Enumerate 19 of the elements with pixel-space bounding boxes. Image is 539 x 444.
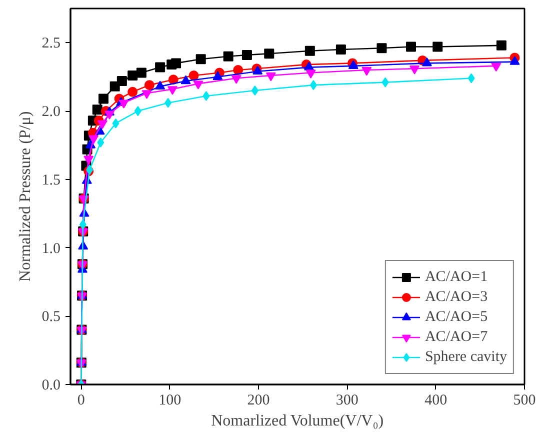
y-tick-label: 2.5 — [42, 36, 60, 52]
y-axis-title: Normalized Pressure (P/μ) — [16, 111, 34, 282]
y-tick-label: 0.0 — [42, 378, 60, 394]
legend-label: AC/AO=5 — [424, 308, 488, 326]
y-tick-label: 1.5 — [42, 172, 60, 188]
legend-label: AC/AO=7 — [424, 328, 488, 346]
x-tick-label: 200 — [247, 392, 270, 408]
x-tick-label: 400 — [424, 392, 448, 408]
x-tick-label: 100 — [158, 392, 182, 408]
legend-label: Sphere cavity — [424, 348, 507, 366]
x-tick-label: 500 — [513, 392, 536, 408]
x-tick-label: 300 — [336, 392, 358, 408]
x-tick-label: 0 — [77, 392, 85, 408]
y-tick-label: 2.0 — [42, 104, 60, 120]
y-tick-label: 0.5 — [42, 309, 60, 326]
y-tick-label: 1.0 — [42, 240, 60, 257]
x-axis-title: Nomarlized Volume(V/V₀) — [211, 412, 384, 430]
legend-label: AC/AO=3 — [424, 288, 488, 306]
legend-label: AC/AO=1 — [424, 268, 488, 286]
